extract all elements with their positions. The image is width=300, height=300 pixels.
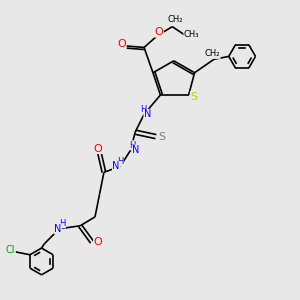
- Text: N: N: [54, 224, 61, 234]
- Text: CH₂: CH₂: [205, 50, 220, 58]
- Text: H: H: [140, 105, 147, 114]
- Text: CH₃: CH₃: [184, 30, 200, 39]
- Text: Cl: Cl: [6, 245, 15, 255]
- Text: S: S: [190, 92, 198, 101]
- Text: H: H: [117, 157, 124, 166]
- Text: H: H: [129, 141, 135, 150]
- Text: O: O: [154, 27, 163, 37]
- Text: O: O: [94, 143, 102, 154]
- Text: N: N: [112, 161, 120, 171]
- Text: S: S: [158, 132, 166, 142]
- Text: CH₂: CH₂: [167, 15, 183, 24]
- Text: O: O: [94, 237, 102, 247]
- Text: N: N: [144, 109, 151, 119]
- Text: H: H: [59, 219, 65, 228]
- Text: N: N: [132, 145, 140, 155]
- Text: O: O: [117, 40, 126, 50]
